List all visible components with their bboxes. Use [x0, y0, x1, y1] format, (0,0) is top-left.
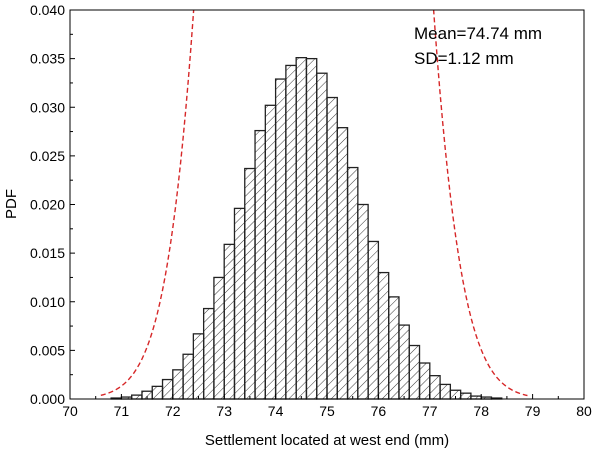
histogram-bar — [429, 375, 441, 400]
x-tick-label: 70 — [62, 403, 78, 419]
histogram-bar — [182, 353, 195, 400]
histogram-bar — [274, 78, 287, 400]
histogram-bar — [233, 207, 246, 400]
histogram-bar — [388, 296, 400, 400]
histogram-bar — [459, 392, 472, 400]
x-tick-label: 77 — [422, 403, 438, 419]
histogram-bar — [244, 167, 256, 400]
histogram-bar — [305, 57, 318, 400]
annotation-mean: Mean=74.74 mm — [414, 24, 542, 43]
histogram-bar — [439, 383, 452, 400]
histogram-bar — [223, 243, 236, 400]
fit-curve-layer — [100, 10, 528, 397]
histogram-bar — [213, 276, 225, 400]
histogram-bar — [285, 64, 297, 400]
histogram-bar — [346, 166, 359, 400]
histogram-bar — [336, 127, 349, 400]
x-tick-label: 80 — [576, 403, 592, 419]
y-tick-label: 0.005 — [30, 342, 65, 358]
y-tick-label: 0.035 — [30, 51, 65, 67]
x-tick-label: 76 — [371, 403, 387, 419]
y-axis-label: PDF — [3, 189, 20, 219]
x-tick-label: 73 — [216, 403, 232, 419]
histogram-bars — [110, 57, 503, 400]
x-tick-label: 71 — [114, 403, 130, 419]
histogram-bar — [316, 72, 328, 400]
y-tick-label: 0.010 — [30, 294, 65, 310]
x-axis-label: Settlement located at west end (mm) — [205, 432, 449, 449]
x-tick-label: 78 — [473, 403, 489, 419]
y-tick-label: 0.000 — [30, 391, 65, 407]
y-tick-label: 0.025 — [30, 148, 65, 164]
histogram-bar — [418, 362, 431, 400]
histogram-bar — [295, 57, 308, 400]
x-tick-label: 72 — [165, 403, 181, 419]
histogram-bar — [131, 394, 143, 400]
y-tick-label: 0.015 — [30, 245, 65, 261]
histogram-bar — [367, 240, 380, 400]
histogram-bar — [357, 203, 369, 400]
x-tick-label: 79 — [525, 403, 541, 419]
histogram-bar — [398, 324, 410, 400]
y-tick-label: 0.030 — [30, 99, 65, 115]
histogram-bar — [254, 129, 266, 400]
histogram-bar — [377, 271, 390, 400]
y-tick-label: 0.040 — [30, 2, 65, 18]
x-axis-ticks: 70 71 72 73 74 75 76 77 78 79 80 — [62, 394, 592, 419]
x-tick-label: 75 — [319, 403, 335, 419]
y-tick-label: 0.020 — [30, 197, 65, 213]
histogram-bar — [192, 333, 205, 400]
normal-fit-curve — [100, 10, 528, 397]
annotation-sd: SD=1.12 mm — [414, 49, 514, 68]
x-tick-label: 74 — [268, 403, 284, 419]
histogram-bar — [408, 344, 421, 400]
histogram-bar — [172, 369, 184, 400]
histogram-bar — [202, 307, 215, 400]
histogram-bar — [326, 96, 338, 400]
histogram-bar — [161, 378, 174, 400]
histogram-bar — [151, 385, 164, 400]
histogram-bar — [264, 104, 277, 400]
y-axis-ticks: 0.000 0.005 0.010 0.015 0.020 0.025 0.030 0.035… — [30, 2, 75, 407]
